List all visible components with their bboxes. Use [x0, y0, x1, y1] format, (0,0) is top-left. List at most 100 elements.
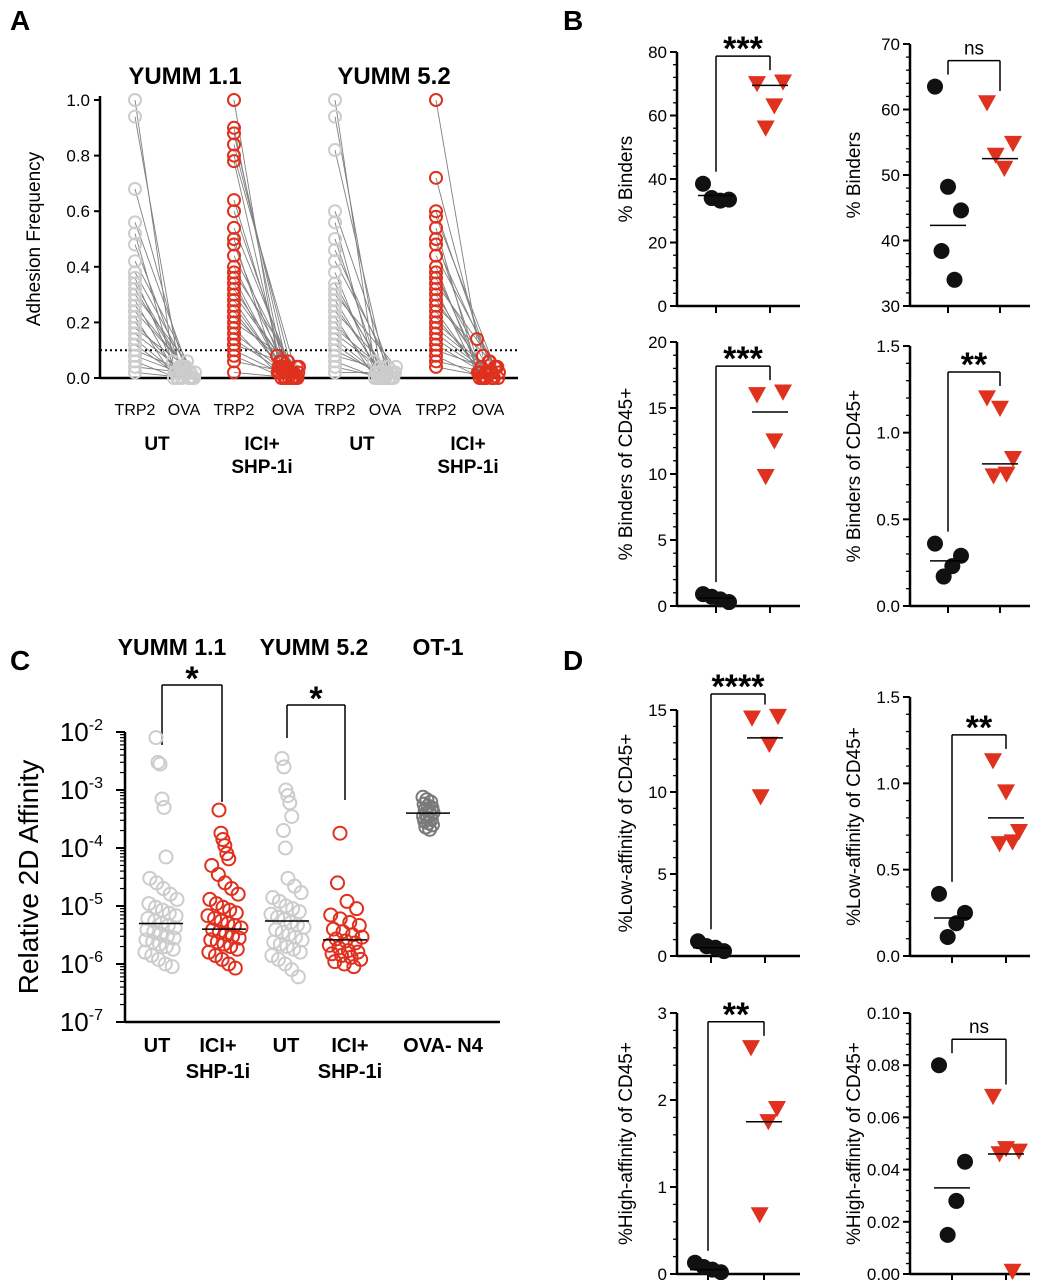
a-x-tick-label: TRP2	[315, 402, 356, 419]
c-point	[272, 936, 288, 952]
c-point	[277, 840, 293, 856]
c-point	[276, 759, 292, 775]
a-point-trp2	[328, 359, 342, 374]
c-point	[148, 730, 164, 746]
a-point-trp2	[227, 348, 241, 363]
a-x-tick-label: OVA	[272, 402, 305, 419]
c-point	[152, 756, 168, 772]
B3-y-tick-label: 5	[658, 531, 667, 550]
a-point-ova	[383, 365, 398, 380]
c-y-tick-base: 10	[60, 949, 89, 979]
c-y-tick-base: 10	[60, 1007, 89, 1037]
a-pair-line	[334, 294, 397, 368]
panel-b2: 30 40 50 60 70 % Binders ns	[844, 35, 1030, 316]
c-point	[215, 899, 231, 915]
c-point	[280, 788, 296, 804]
c-x-label: SHP-1i	[186, 1061, 250, 1083]
a-x-tick-label: TRP2	[416, 402, 457, 419]
B3-y-tick-label: 20	[648, 333, 667, 352]
D4-y-tick-label: 0.06	[867, 1108, 900, 1127]
c-point	[349, 901, 365, 917]
a-point-trp2	[128, 359, 142, 374]
D2-point	[939, 929, 956, 946]
a-point-trp2	[227, 204, 241, 219]
a-point-ova	[187, 371, 202, 385]
a-point-trp2	[227, 93, 241, 107]
a-point-trp2	[328, 143, 342, 158]
D3-point	[768, 1101, 786, 1118]
D3-point	[695, 1259, 712, 1276]
D1-point	[743, 710, 761, 727]
c-point	[160, 918, 176, 934]
D1-y-tick-label: 5	[658, 865, 667, 884]
a-point-trp2	[227, 232, 241, 246]
c-point	[165, 941, 181, 957]
D4-y-tick-label: 0.00	[867, 1265, 900, 1280]
D2-point	[931, 885, 947, 902]
panel-d2: 0.0 0.5 1.0 1.5 %Low-affinity of CD45+ **	[844, 688, 1030, 966]
B4-y-tick-label: 0.0	[876, 597, 900, 616]
a-condition-label: ICI+	[450, 434, 485, 455]
c-point	[158, 849, 174, 865]
B3-point	[756, 468, 775, 486]
B1-point	[695, 175, 711, 192]
D3-significance: **	[723, 996, 750, 1034]
a-pair-line	[134, 99, 174, 362]
B4-significance: **	[961, 346, 988, 384]
D4-point	[939, 1226, 956, 1243]
D1-y-tick-label: 15	[648, 701, 667, 720]
c-point	[293, 885, 309, 901]
c-point	[157, 956, 173, 972]
a-pair-line	[233, 161, 281, 362]
c-y-tick-exponent: -7	[89, 1007, 103, 1024]
a-point-trp2	[328, 365, 342, 380]
B2-point	[986, 147, 1005, 164]
c-point	[147, 913, 163, 929]
B4-point	[978, 390, 996, 407]
B3-y-tick-label: 10	[648, 465, 667, 484]
c-group-title: YUMM 5.2	[260, 634, 369, 660]
c-point	[233, 920, 249, 936]
B1-point	[703, 190, 720, 207]
a-point-trp2	[227, 365, 241, 380]
a-pair-line	[334, 116, 381, 367]
a-point-trp2	[429, 170, 443, 185]
panel-letter-a: A	[10, 5, 30, 36]
c-point	[290, 969, 306, 985]
a-condition-label: UT	[349, 434, 375, 455]
a-point-ova	[486, 371, 501, 385]
panel-b4: 0.0 0.5 1.0 1.5 % Binders of CD45+ **	[844, 337, 1030, 616]
c-point	[227, 960, 243, 976]
c-x-label: ICI+	[331, 1035, 368, 1057]
D2-point	[997, 784, 1015, 801]
B1-point	[765, 98, 784, 115]
B2-significance: ns	[964, 39, 984, 60]
c-x-label: SHP-1i	[318, 1061, 382, 1083]
c-group-title: OT-1	[412, 634, 463, 660]
D4-significance: ns	[969, 1017, 989, 1038]
D2-significance: **	[966, 709, 993, 747]
c-point	[223, 939, 239, 955]
D4-point	[1010, 1143, 1028, 1160]
D2-point	[1003, 834, 1022, 851]
a-point-trp2	[227, 154, 241, 169]
B2-y-tick-label: 40	[881, 232, 900, 251]
c-point	[323, 907, 339, 923]
B2-y-axis-label: % Binders	[844, 132, 865, 219]
a-pair-line	[435, 255, 497, 368]
a-point-trp2	[128, 365, 142, 380]
a-pair-line	[435, 283, 497, 368]
a-y-tick-label: 1.0	[66, 91, 90, 110]
B2-point	[995, 160, 1014, 177]
a-y-tick-label: 0.8	[66, 147, 90, 166]
a-point-ova	[287, 371, 302, 385]
c-y-tick-exponent: -6	[89, 949, 103, 966]
c-y-tick-exponent: -2	[89, 717, 103, 734]
panel-letter-b: B	[563, 5, 583, 36]
B2-point	[978, 95, 996, 112]
B3-point	[774, 384, 792, 401]
a-point-trp2	[328, 215, 342, 230]
D2-y-tick-label: 0.5	[876, 861, 900, 880]
c-y-tick-label: 10-7	[60, 1007, 103, 1037]
